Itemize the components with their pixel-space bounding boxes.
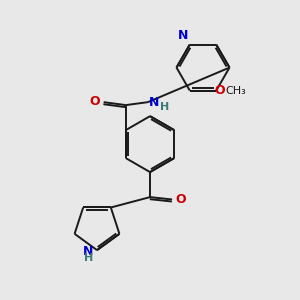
Text: N: N: [83, 245, 94, 258]
Text: CH₃: CH₃: [226, 85, 246, 95]
Text: N: N: [149, 96, 160, 109]
Text: H: H: [84, 254, 94, 263]
Text: O: O: [214, 84, 224, 97]
Text: O: O: [89, 95, 100, 108]
Text: N: N: [178, 29, 188, 42]
Text: H: H: [160, 103, 170, 112]
Text: O: O: [175, 193, 186, 206]
